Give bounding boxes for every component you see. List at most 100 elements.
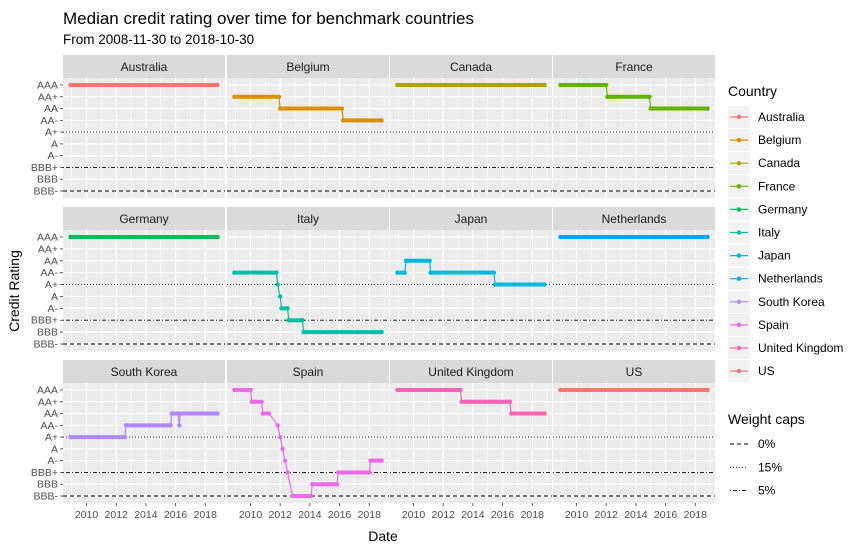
data-point <box>276 94 282 99</box>
data-point <box>260 411 266 416</box>
data-point <box>177 423 182 428</box>
panel-strip <box>63 55 225 78</box>
y-tick-label: AA- <box>40 420 58 432</box>
x-tick-label: 2012 <box>432 509 456 521</box>
legend-label: Netherlands <box>758 272 823 286</box>
panel-spain: Spain 2010 2012 2014 2016 2018 <box>227 360 389 521</box>
legend-label: Germany <box>758 202 807 216</box>
legend-item-italy: Italy <box>728 221 780 244</box>
legend-item-us: US <box>728 360 775 383</box>
legend-key-point <box>736 114 742 120</box>
data-point <box>215 234 220 240</box>
legend-label: South Korea <box>758 295 825 309</box>
legend-label: US <box>758 364 775 378</box>
legend-item-canada: Canada <box>728 152 800 175</box>
y-tick-label: BBB <box>37 479 58 491</box>
data-point <box>336 470 341 475</box>
x-tick-label: 2016 <box>491 509 515 521</box>
y-tick-label: AAA <box>37 80 58 92</box>
x-tick-label: 2010 <box>565 509 589 521</box>
data-point <box>277 106 283 111</box>
data-point <box>122 434 128 440</box>
x-tick-label: 2016 <box>164 509 188 521</box>
y-tick-label: BBB- <box>33 339 58 351</box>
legend-key-point <box>736 299 742 304</box>
legend-item-france: France <box>728 175 796 198</box>
legend-label: 15% <box>758 460 782 474</box>
data-point <box>491 270 497 275</box>
y-tick-label: AA- <box>40 115 58 127</box>
legend-item-belgium: Belgium <box>728 129 801 152</box>
panel-canada: Canada <box>390 55 552 198</box>
panel-strip-label: Netherlands <box>602 212 667 226</box>
data-point <box>427 258 432 263</box>
panel-strip-label: Australia <box>121 60 168 74</box>
x-tick-label: 2012 <box>105 509 129 521</box>
x-tick-label: 2018 <box>521 509 545 521</box>
legend-key-point <box>736 161 742 166</box>
x-tick-label: 2010 <box>239 509 263 521</box>
panel-strip-label: Italy <box>297 212 319 226</box>
y-tick-label: AAA <box>37 385 58 397</box>
data-point <box>282 458 288 463</box>
data-point <box>232 270 237 275</box>
data-point <box>402 270 407 275</box>
data-point <box>178 411 183 416</box>
data-point <box>308 493 314 499</box>
legend-label: United Kingdom <box>758 341 843 355</box>
legend-key-point <box>736 137 742 143</box>
panel-strip-label: Japan <box>455 212 488 226</box>
y-tick-label: A- <box>48 303 59 315</box>
data-point <box>341 118 346 123</box>
legend-label: Japan <box>758 249 791 263</box>
facet-panels: AustraliaAAAAA+AAAA-A+AA-BBB+BBBBBB-Belg… <box>31 55 715 521</box>
data-point <box>286 318 292 323</box>
panel-background <box>390 230 552 351</box>
legend-item-united-kingdom: United Kingdom <box>728 337 843 359</box>
data-point <box>648 106 653 111</box>
x-tick-label: 2014 <box>298 509 322 521</box>
data-point <box>507 399 513 404</box>
y-tick-label: AA- <box>40 267 58 279</box>
chart-title: Median credit rating over time for bench… <box>63 9 474 28</box>
panel-us: US 2010 2012 2014 2016 2018 <box>553 360 715 521</box>
x-tick-label: 2016 <box>654 509 678 521</box>
y-tick-label: BBB <box>37 327 58 339</box>
legend-item-netherlands: Netherlands <box>728 267 823 290</box>
y-tick-label: AAA <box>37 232 58 244</box>
panel-strip-label: France <box>615 60 653 74</box>
panel-netherlands: Netherlands <box>553 207 715 351</box>
data-point <box>368 458 373 463</box>
data-point <box>68 434 73 440</box>
panel-strip <box>553 207 715 230</box>
data-point <box>379 329 384 335</box>
data-point <box>605 94 610 99</box>
data-point <box>168 423 173 428</box>
y-tick-label: AA+ <box>38 243 58 255</box>
panel-strip <box>227 360 389 383</box>
legend-key-point <box>736 207 742 212</box>
data-point <box>367 470 372 475</box>
legend-key-point <box>736 345 742 351</box>
y-tick-label: AA+ <box>38 91 58 103</box>
data-point <box>285 470 290 475</box>
data-point <box>492 282 498 287</box>
panel-strip-label: Belgium <box>286 60 329 74</box>
data-point <box>290 493 295 499</box>
data-point <box>558 82 563 88</box>
data-point <box>339 106 345 111</box>
x-tick-label: 2014 <box>134 509 158 521</box>
data-point <box>68 82 73 88</box>
x-tick-label: 2014 <box>461 509 485 521</box>
y-tick-label: AA <box>44 103 58 115</box>
data-point <box>705 387 710 393</box>
data-point <box>277 294 283 299</box>
data-point <box>395 387 400 393</box>
data-point <box>379 458 384 463</box>
legend-key-point <box>736 184 742 189</box>
legend-key-point <box>736 368 742 374</box>
panel-background <box>63 383 225 503</box>
data-point <box>300 318 305 323</box>
data-point <box>542 282 547 287</box>
x-axis-title: Date <box>368 528 398 544</box>
